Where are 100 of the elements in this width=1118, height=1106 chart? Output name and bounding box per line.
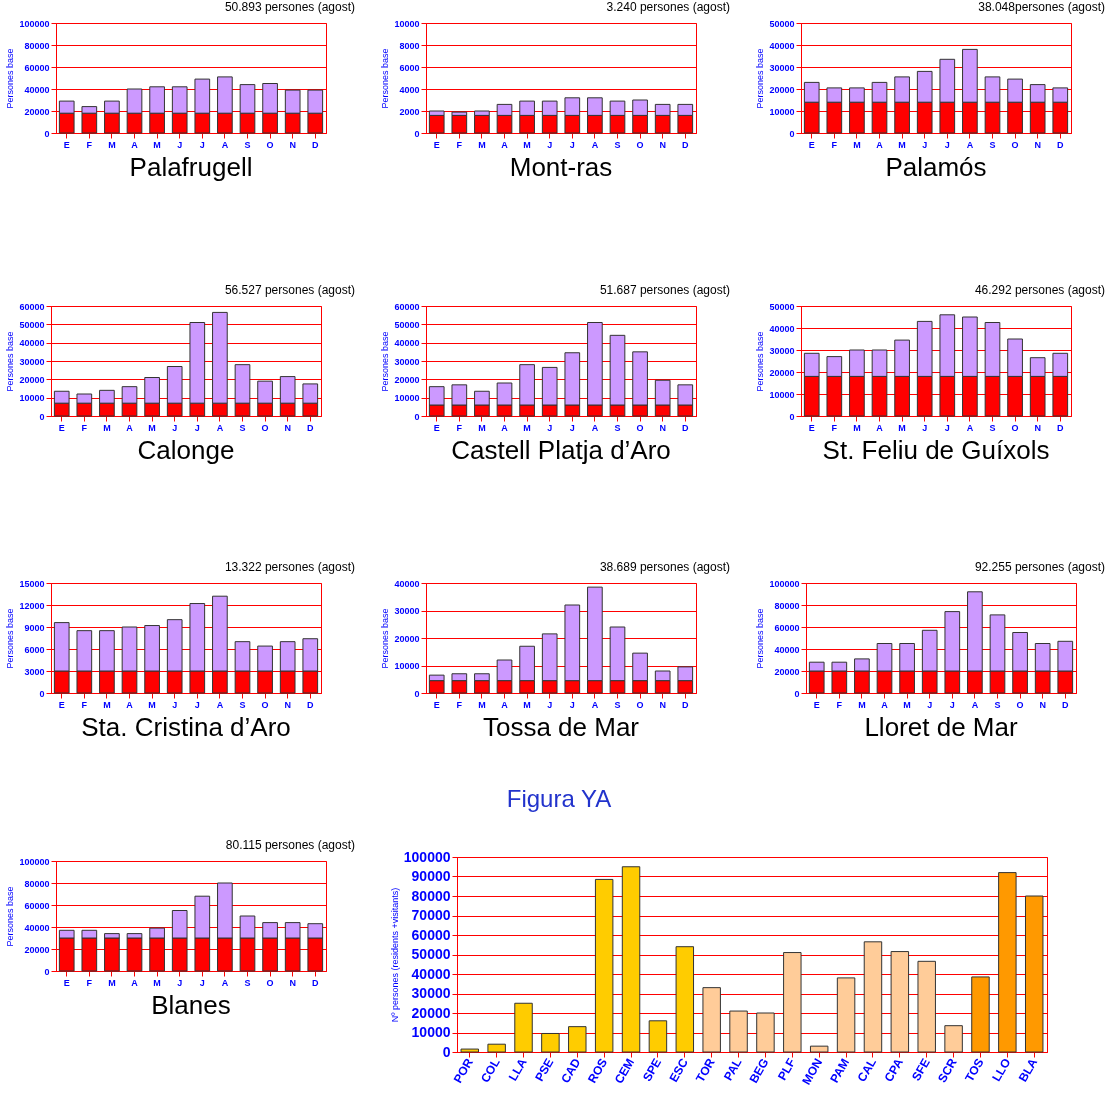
y-tick-label: 20000 — [769, 367, 795, 378]
x-tick-label: E — [58, 422, 65, 433]
x-tick-label: O — [266, 139, 274, 150]
x-tick-label: S — [239, 422, 246, 433]
x-tick-label: A — [126, 422, 134, 433]
x-tick-label: S — [244, 139, 251, 150]
bar — [675, 946, 695, 1053]
x-tick-label: D — [682, 139, 690, 150]
x-tick-label: D — [682, 699, 690, 710]
y-tick-label: 20000 — [19, 374, 45, 385]
x-tick-label: F — [456, 699, 463, 710]
chart-subtitle: 51.687 persones (agost) — [598, 283, 730, 297]
x-tick-label: M — [148, 699, 156, 710]
text: Castell Platja d’Aro — [451, 435, 671, 465]
y-tick-label: 20000 — [394, 633, 420, 644]
x-tick-label: M — [153, 977, 161, 988]
y-tick-label: 0 — [44, 966, 50, 977]
y-tick-label: 60000 — [411, 926, 451, 943]
x-tick-label: M — [153, 139, 161, 150]
text: Calonge — [137, 435, 235, 465]
x-tick-label: E — [58, 699, 65, 710]
x-tick-label: J — [172, 422, 178, 433]
chart-subtitle: 46.292 persones (agost) — [973, 283, 1105, 297]
y-tick-label: 40000 — [394, 578, 420, 589]
bar — [809, 1045, 829, 1053]
y-tick-label: 0 — [39, 411, 45, 422]
text: Sta. Cristina d’Aro — [81, 712, 291, 742]
x-tick-label: A — [591, 139, 599, 150]
bar — [514, 1002, 533, 1053]
x-tick-label: E — [433, 422, 440, 433]
y-tick-label: 0 — [789, 128, 795, 139]
y-tick-label: 12000 — [19, 600, 45, 611]
bar — [863, 941, 883, 1053]
x-tick-label: F — [456, 139, 463, 150]
y-tick-label: 60000 — [394, 301, 420, 312]
x-tick-label: S — [614, 699, 621, 710]
x-tick-label: J — [547, 422, 553, 433]
y-tick-label: 6000 — [399, 62, 420, 73]
y-axis-title: Persones base — [5, 886, 16, 947]
x-tick-label: D — [1062, 699, 1070, 710]
y-tick-label: 40000 — [24, 922, 50, 933]
y-tick-label: 20000 — [774, 666, 800, 677]
x-tick-label: A — [131, 977, 139, 988]
x-tick-label: A — [966, 139, 974, 150]
x-tick-label: N — [659, 699, 666, 710]
y-tick-label: 0 — [414, 128, 420, 139]
y-tick-label: 100000 — [19, 18, 50, 29]
y-tick-label: 40000 — [24, 84, 50, 95]
y-tick-label: 90000 — [411, 868, 451, 884]
x-tick-label: J — [172, 699, 178, 710]
y-tick-label: 80000 — [24, 40, 50, 51]
x-tick-label: N — [659, 139, 666, 150]
x-tick-label: S — [239, 699, 246, 710]
y-tick-label: 20000 — [24, 106, 50, 117]
y-tick-label: 60000 — [19, 301, 45, 312]
x-tick-label: J — [547, 699, 553, 710]
x-tick-label: E — [813, 699, 820, 710]
x-tick-label: M — [523, 139, 531, 150]
bar — [836, 977, 856, 1053]
x-tick-label: S — [989, 422, 996, 433]
x-tick-label: O — [1016, 699, 1024, 710]
x-tick-label: O — [636, 422, 644, 433]
y-tick-label: 30000 — [394, 356, 420, 367]
x-tick-label: D — [682, 422, 690, 433]
y-tick-label: 60000 — [24, 62, 50, 73]
bar — [1025, 895, 1044, 1053]
x-tick-label: J — [927, 699, 933, 710]
x-tick-label: A — [501, 139, 509, 150]
bar — [971, 976, 990, 1053]
x-tick-label: E — [808, 422, 815, 433]
y-tick-label: 80000 — [411, 887, 451, 904]
y-tick-label: 80000 — [24, 878, 50, 889]
x-tick-label: M — [523, 422, 531, 433]
x-tick-label: A — [221, 977, 229, 988]
y-tick-label: 20000 — [411, 1004, 451, 1021]
y-axis-title: Persones base — [380, 48, 391, 109]
text: Mont-ras — [509, 152, 613, 182]
x-tick-label: A — [501, 699, 509, 710]
chart-subtitle: 13.322 persones (agost) — [223, 560, 355, 574]
bar — [460, 1048, 479, 1053]
x-tick-label: F — [86, 139, 93, 150]
bar — [917, 960, 936, 1053]
x-tick-label: A — [971, 699, 979, 710]
x-tick-label: J — [177, 977, 183, 988]
x-tick-label: D — [312, 977, 320, 988]
x-tick-label: M — [103, 699, 111, 710]
bar — [621, 866, 641, 1053]
x-tick-label: N — [289, 139, 296, 150]
bar — [756, 1012, 775, 1053]
y-tick-label: 9000 — [24, 622, 45, 633]
x-tick-label: O — [1011, 422, 1019, 433]
y-tick-label: 20000 — [24, 944, 50, 955]
x-tick-label: A — [881, 699, 889, 710]
y-tick-label: 100000 — [769, 578, 800, 589]
y-tick-label: 0 — [39, 688, 45, 699]
bar — [648, 1020, 668, 1053]
y-tick-label: 60000 — [24, 900, 50, 911]
y-tick-label: 50000 — [394, 319, 420, 330]
x-tick-label: M — [478, 139, 486, 150]
y-tick-label: 6000 — [24, 644, 45, 655]
